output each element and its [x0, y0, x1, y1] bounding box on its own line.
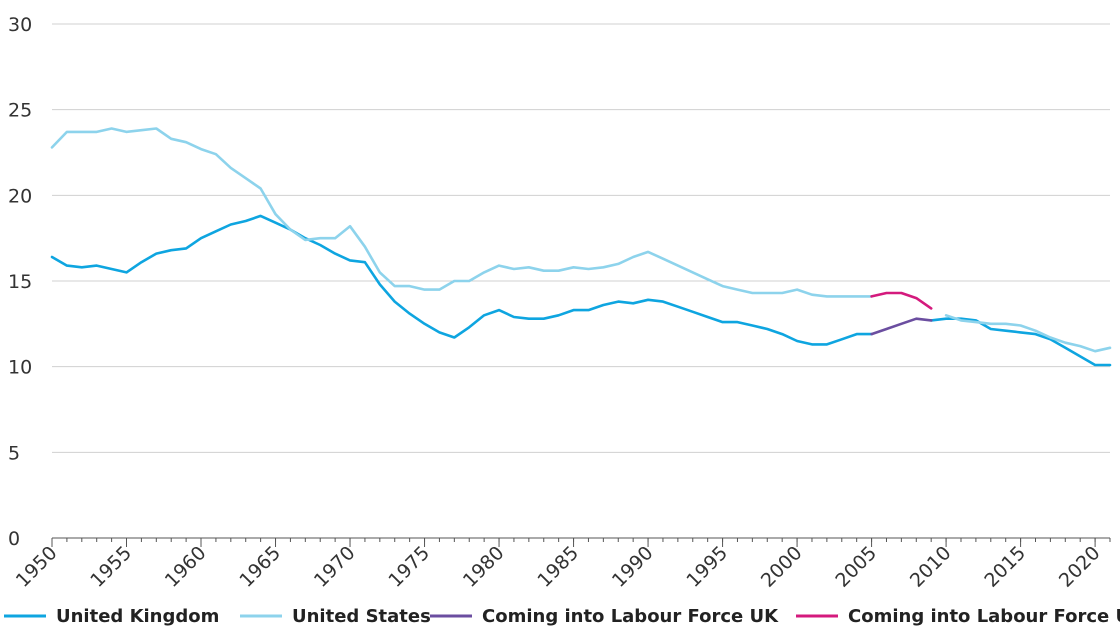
y-axis: 0 5 10 15 20 25 30	[8, 14, 32, 550]
legend-label: United Kingdom	[56, 606, 219, 627]
x-tick-label: 2015	[980, 542, 1030, 592]
y-tick-label: 10	[8, 357, 32, 379]
series-line-1	[50, 214, 873, 346]
x-tick-label: 1975	[384, 542, 434, 592]
x-tick-label: 1965	[235, 542, 285, 592]
plot-area	[50, 127, 1112, 367]
y-tick-label: 25	[8, 100, 32, 122]
series-line-3	[870, 317, 933, 336]
x-tick-label: 1960	[161, 542, 211, 592]
y-tick-label: 30	[8, 14, 32, 36]
x-tick-label: 1955	[86, 542, 136, 592]
legend-label: United States	[292, 606, 431, 627]
series-line-2	[50, 127, 873, 298]
x-tick-label: 1990	[608, 542, 658, 592]
legend-label: Coming into Labour Force US	[848, 606, 1120, 627]
y-tick-label: 0	[8, 528, 20, 550]
x-tick-label: 2020	[1055, 542, 1105, 592]
x-tick-label: 2010	[906, 542, 956, 592]
series-line-4	[870, 291, 933, 310]
y-tick-label: 5	[8, 442, 20, 464]
x-axis: 1950 1955 1960 1965 1970 1975 1980 1985 1990 1995…	[12, 537, 1111, 592]
x-tick-label: 1980	[459, 542, 509, 592]
x-tick-label: 1995	[682, 542, 732, 592]
x-tick-label: 1985	[533, 542, 583, 592]
series-line-2	[944, 314, 1112, 353]
legend-label: Coming into Labour Force UK	[482, 606, 779, 627]
gridlines	[52, 23, 1110, 453]
x-tick-label: 2005	[831, 542, 881, 592]
y-tick-label: 15	[8, 271, 32, 293]
y-tick-label: 20	[8, 185, 32, 207]
x-tick-label: 1970	[310, 542, 360, 592]
x-tick-label: 2000	[757, 542, 807, 592]
legend: United Kingdom United States Coming into L…	[4, 606, 1120, 627]
series-line-1	[929, 317, 1112, 367]
